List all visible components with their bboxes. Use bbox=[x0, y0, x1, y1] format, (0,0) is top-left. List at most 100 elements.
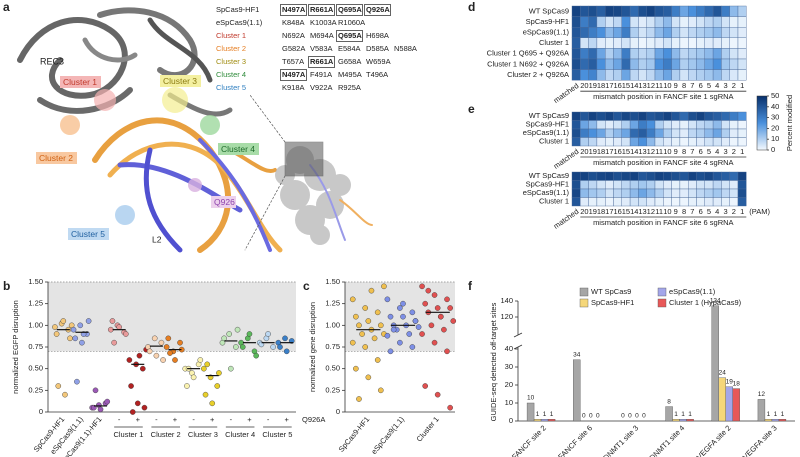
group-label: Cluster 5 bbox=[262, 430, 292, 439]
bar bbox=[573, 359, 581, 422]
column-label: 5 bbox=[707, 81, 711, 90]
x-axis-label: mismatch position in FANCF site 4 sgRNA bbox=[593, 158, 733, 167]
data-point bbox=[378, 387, 384, 394]
bar-value-label: 1 bbox=[543, 411, 547, 418]
bar-value-label: 10 bbox=[527, 395, 535, 402]
break-mark bbox=[513, 344, 523, 350]
structure-label: L2 bbox=[152, 234, 162, 244]
data-point bbox=[53, 331, 60, 337]
heat-cell bbox=[679, 137, 689, 147]
bar bbox=[778, 419, 787, 422]
heat-cell bbox=[605, 128, 614, 138]
bar-value-label: 1 bbox=[774, 411, 778, 418]
y-axis-label: normalized EGFP disruption bbox=[11, 300, 20, 394]
heat-cell bbox=[712, 197, 722, 207]
column-label: 19 bbox=[589, 207, 597, 216]
mutation-box bbox=[364, 4, 391, 16]
data-point bbox=[381, 283, 387, 290]
heat-cell bbox=[729, 197, 739, 207]
heat-cell bbox=[704, 27, 714, 39]
data-point bbox=[444, 348, 450, 355]
column-label: 8 bbox=[682, 207, 686, 216]
bar-value-label: 8 bbox=[667, 398, 671, 405]
heat-cell bbox=[696, 58, 706, 70]
heat-cell bbox=[596, 37, 606, 49]
heat-cell bbox=[712, 188, 722, 198]
y-tick-label: 1.00 bbox=[325, 320, 340, 329]
heat-cell bbox=[654, 5, 664, 17]
bar-value-label: 0 bbox=[628, 413, 632, 420]
heat-cell bbox=[729, 180, 739, 190]
heat-cell bbox=[688, 188, 697, 198]
column-label: matched bbox=[552, 81, 581, 105]
heat-cell bbox=[621, 27, 631, 39]
heat-cell bbox=[704, 37, 714, 49]
heat-cell bbox=[580, 137, 589, 147]
heat-cell bbox=[605, 111, 614, 121]
y-tick-label: 1.50 bbox=[325, 277, 340, 286]
data-point bbox=[265, 331, 271, 337]
heat-cell bbox=[629, 137, 639, 147]
heat-cell bbox=[688, 120, 697, 130]
colorbar-tick-label: 10 bbox=[771, 134, 779, 143]
data-point bbox=[387, 313, 394, 320]
heat-cell bbox=[737, 37, 747, 49]
data-point bbox=[283, 348, 290, 355]
heat-cell bbox=[721, 180, 730, 190]
mutation: N588A bbox=[394, 44, 417, 53]
x-tick-label: + bbox=[173, 415, 178, 424]
mutation: R1060A bbox=[338, 18, 365, 27]
panel-label: d bbox=[468, 0, 475, 14]
data-point bbox=[412, 318, 419, 324]
heat-cell bbox=[679, 37, 689, 49]
heat-cell bbox=[729, 16, 739, 28]
heat-cell bbox=[638, 48, 647, 60]
data-point bbox=[201, 365, 207, 372]
heat-cell bbox=[663, 197, 672, 207]
heat-cell bbox=[696, 16, 706, 28]
mutation-box bbox=[280, 69, 307, 81]
heat-cell bbox=[646, 180, 656, 190]
data-point bbox=[62, 391, 68, 398]
y-tick-label: 1.25 bbox=[325, 299, 340, 308]
data-point bbox=[79, 339, 85, 346]
y-tick-label: 0.50 bbox=[325, 364, 340, 373]
heat-cell bbox=[688, 16, 697, 28]
heat-cell bbox=[721, 137, 730, 147]
data-point bbox=[447, 404, 453, 411]
heat-cell bbox=[580, 16, 589, 28]
bar-value-label: 1 bbox=[681, 411, 685, 418]
column-label: 12 bbox=[647, 81, 655, 90]
x-tick-label: eSpCas9(1.1) bbox=[369, 414, 406, 456]
column-label: 20 bbox=[580, 207, 588, 216]
heat-cell bbox=[596, 5, 606, 17]
heat-cell bbox=[737, 188, 747, 198]
heat-cell bbox=[629, 37, 639, 49]
data-point bbox=[434, 391, 441, 398]
heat-cell bbox=[737, 137, 747, 147]
panel-label: c bbox=[303, 279, 310, 293]
mutation: G658A bbox=[338, 57, 361, 66]
data-point bbox=[153, 352, 160, 359]
column-label: 14 bbox=[630, 147, 638, 156]
column-label: 16 bbox=[613, 81, 621, 90]
row-label: Cluster 1 bbox=[539, 137, 569, 146]
heat-cell bbox=[605, 188, 614, 198]
heat-cell bbox=[696, 197, 706, 207]
heat-cell bbox=[721, 188, 730, 198]
heat-cell bbox=[621, 16, 631, 28]
heat-cell bbox=[671, 197, 681, 207]
heat-cell bbox=[613, 16, 623, 28]
column-label: 18 bbox=[597, 207, 605, 216]
heat-cell bbox=[663, 27, 672, 39]
bar-value-label: 1 bbox=[674, 411, 678, 418]
heat-cell bbox=[580, 188, 589, 198]
data-point bbox=[450, 318, 457, 324]
heat-cell bbox=[613, 120, 623, 130]
mutation-box bbox=[336, 4, 363, 16]
column-label: 20 bbox=[580, 81, 588, 90]
data-point bbox=[92, 387, 99, 394]
mutation: T496A bbox=[366, 70, 388, 79]
heat-cell bbox=[712, 128, 722, 138]
